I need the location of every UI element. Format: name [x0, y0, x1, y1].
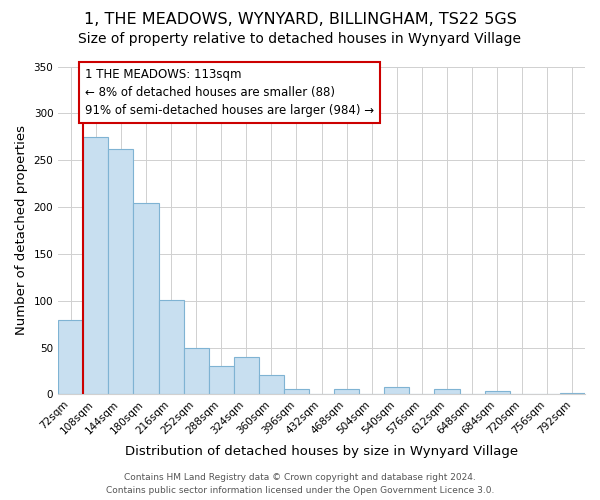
Bar	[434, 389, 460, 394]
Bar	[334, 389, 359, 394]
Text: Size of property relative to detached houses in Wynyard Village: Size of property relative to detached ho…	[79, 32, 521, 46]
Text: 1, THE MEADOWS, WYNYARD, BILLINGHAM, TS22 5GS: 1, THE MEADOWS, WYNYARD, BILLINGHAM, TS2…	[83, 12, 517, 28]
Bar	[184, 348, 209, 395]
Bar	[234, 357, 259, 395]
Bar	[158, 300, 184, 394]
Y-axis label: Number of detached properties: Number of detached properties	[15, 126, 28, 336]
Bar	[209, 366, 234, 394]
Bar	[485, 390, 510, 394]
Bar	[560, 392, 585, 394]
Bar	[109, 149, 133, 394]
Bar	[385, 387, 409, 394]
Bar	[83, 137, 109, 394]
Text: 1 THE MEADOWS: 113sqm
← 8% of detached houses are smaller (88)
91% of semi-detac: 1 THE MEADOWS: 113sqm ← 8% of detached h…	[85, 68, 374, 117]
Bar	[58, 320, 83, 394]
Bar	[284, 389, 309, 394]
Bar	[259, 375, 284, 394]
Text: Contains HM Land Registry data © Crown copyright and database right 2024.
Contai: Contains HM Land Registry data © Crown c…	[106, 474, 494, 495]
X-axis label: Distribution of detached houses by size in Wynyard Village: Distribution of detached houses by size …	[125, 444, 518, 458]
Bar	[133, 204, 158, 394]
